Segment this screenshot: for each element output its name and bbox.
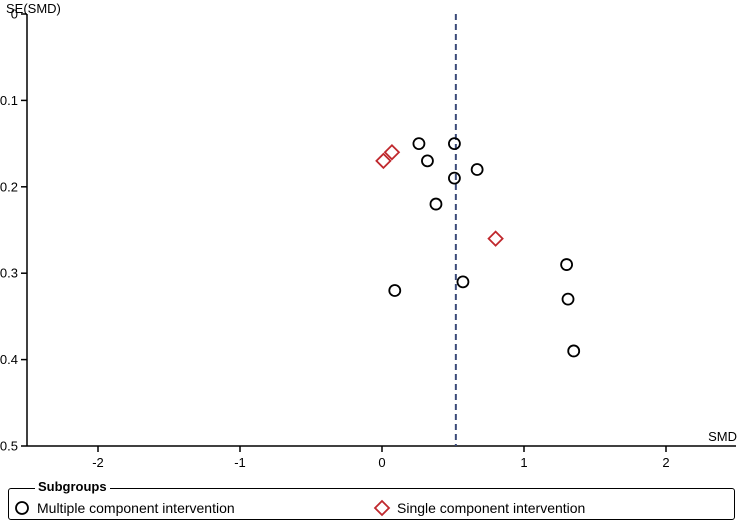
circle-point [421, 154, 434, 168]
x-tick-label: 2 [662, 455, 669, 470]
legend-item-single: Single component intervention [373, 499, 585, 517]
circle-point [567, 344, 581, 358]
legend-item-multiple: Multiple component intervention [13, 499, 235, 517]
circle-point [429, 197, 443, 211]
circle-point [412, 137, 426, 151]
y-tick-label: 0.2 [0, 179, 18, 194]
y-tick-label: 0.3 [0, 266, 18, 281]
legend-label-single: Single component intervention [397, 500, 586, 516]
y-tick-label: 0.4 [0, 352, 18, 367]
x-ticks: -2 -1 0 1 2 [92, 446, 670, 470]
circle-point [456, 275, 470, 289]
legend-title: Subgroups [35, 479, 110, 495]
funnel-plot: 0 0.1 0.2 0.3 0.4 0.5 -2 -1 0 1 2 SE(SMD) SMD [0, 1, 737, 470]
diamond-point [375, 152, 392, 170]
x-axis-title: SMD [708, 429, 737, 444]
y-ticks: 0 0.1 0.2 0.3 0.4 0.5 [0, 7, 27, 454]
circle-marker-icon [15, 501, 29, 515]
diamond-marker-icon [373, 499, 391, 517]
circle-point [448, 137, 461, 151]
circle-point [561, 292, 575, 306]
circle-point [388, 284, 402, 297]
circle-point [470, 163, 484, 176]
y-axis-title: SE(SMD) [6, 1, 61, 16]
y-tick-label: 0.1 [0, 93, 18, 108]
circle-point [560, 258, 573, 271]
legend: Subgroups Multiple component interventio… [8, 479, 735, 520]
x-tick-label: -2 [92, 455, 104, 470]
legend-label-multiple: Multiple component intervention [37, 500, 235, 516]
x-tick-label: -1 [234, 455, 246, 470]
x-tick-label: 1 [520, 455, 527, 470]
circle-point [448, 171, 461, 185]
diamond-point [383, 143, 401, 161]
y-tick-label: 0.5 [0, 439, 18, 454]
axes [26, 14, 736, 447]
y-tick-label: 0 [11, 7, 18, 22]
diamond-point [487, 230, 504, 247]
data-points [375, 137, 581, 358]
x-tick-label: 0 [378, 455, 385, 470]
